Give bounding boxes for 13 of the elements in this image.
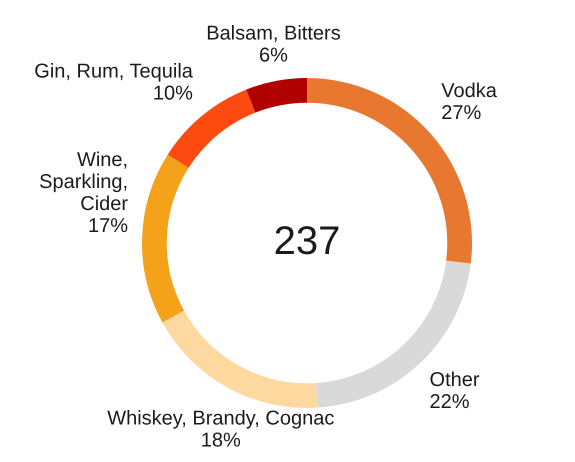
data-label: 18%: [200, 429, 241, 452]
data-label: 10%: [152, 82, 194, 105]
data-label: 22%: [430, 391, 470, 413]
data-label: 17%: [88, 214, 128, 237]
slice-label: Wine, Sparkling, Cider: [39, 148, 128, 215]
slice-label: Vodka: [441, 80, 498, 102]
slice-label: Gin, Rum, Tequila: [34, 60, 194, 83]
slice-label: Other: [430, 369, 480, 391]
data-label: 6%: [259, 44, 288, 67]
text: 237: [274, 219, 340, 264]
slice-label: Whiskey, Brandy, Cognac: [107, 407, 334, 430]
data-label: 27%: [441, 102, 482, 124]
slice-label: Balsam, Bitters: [206, 22, 341, 45]
